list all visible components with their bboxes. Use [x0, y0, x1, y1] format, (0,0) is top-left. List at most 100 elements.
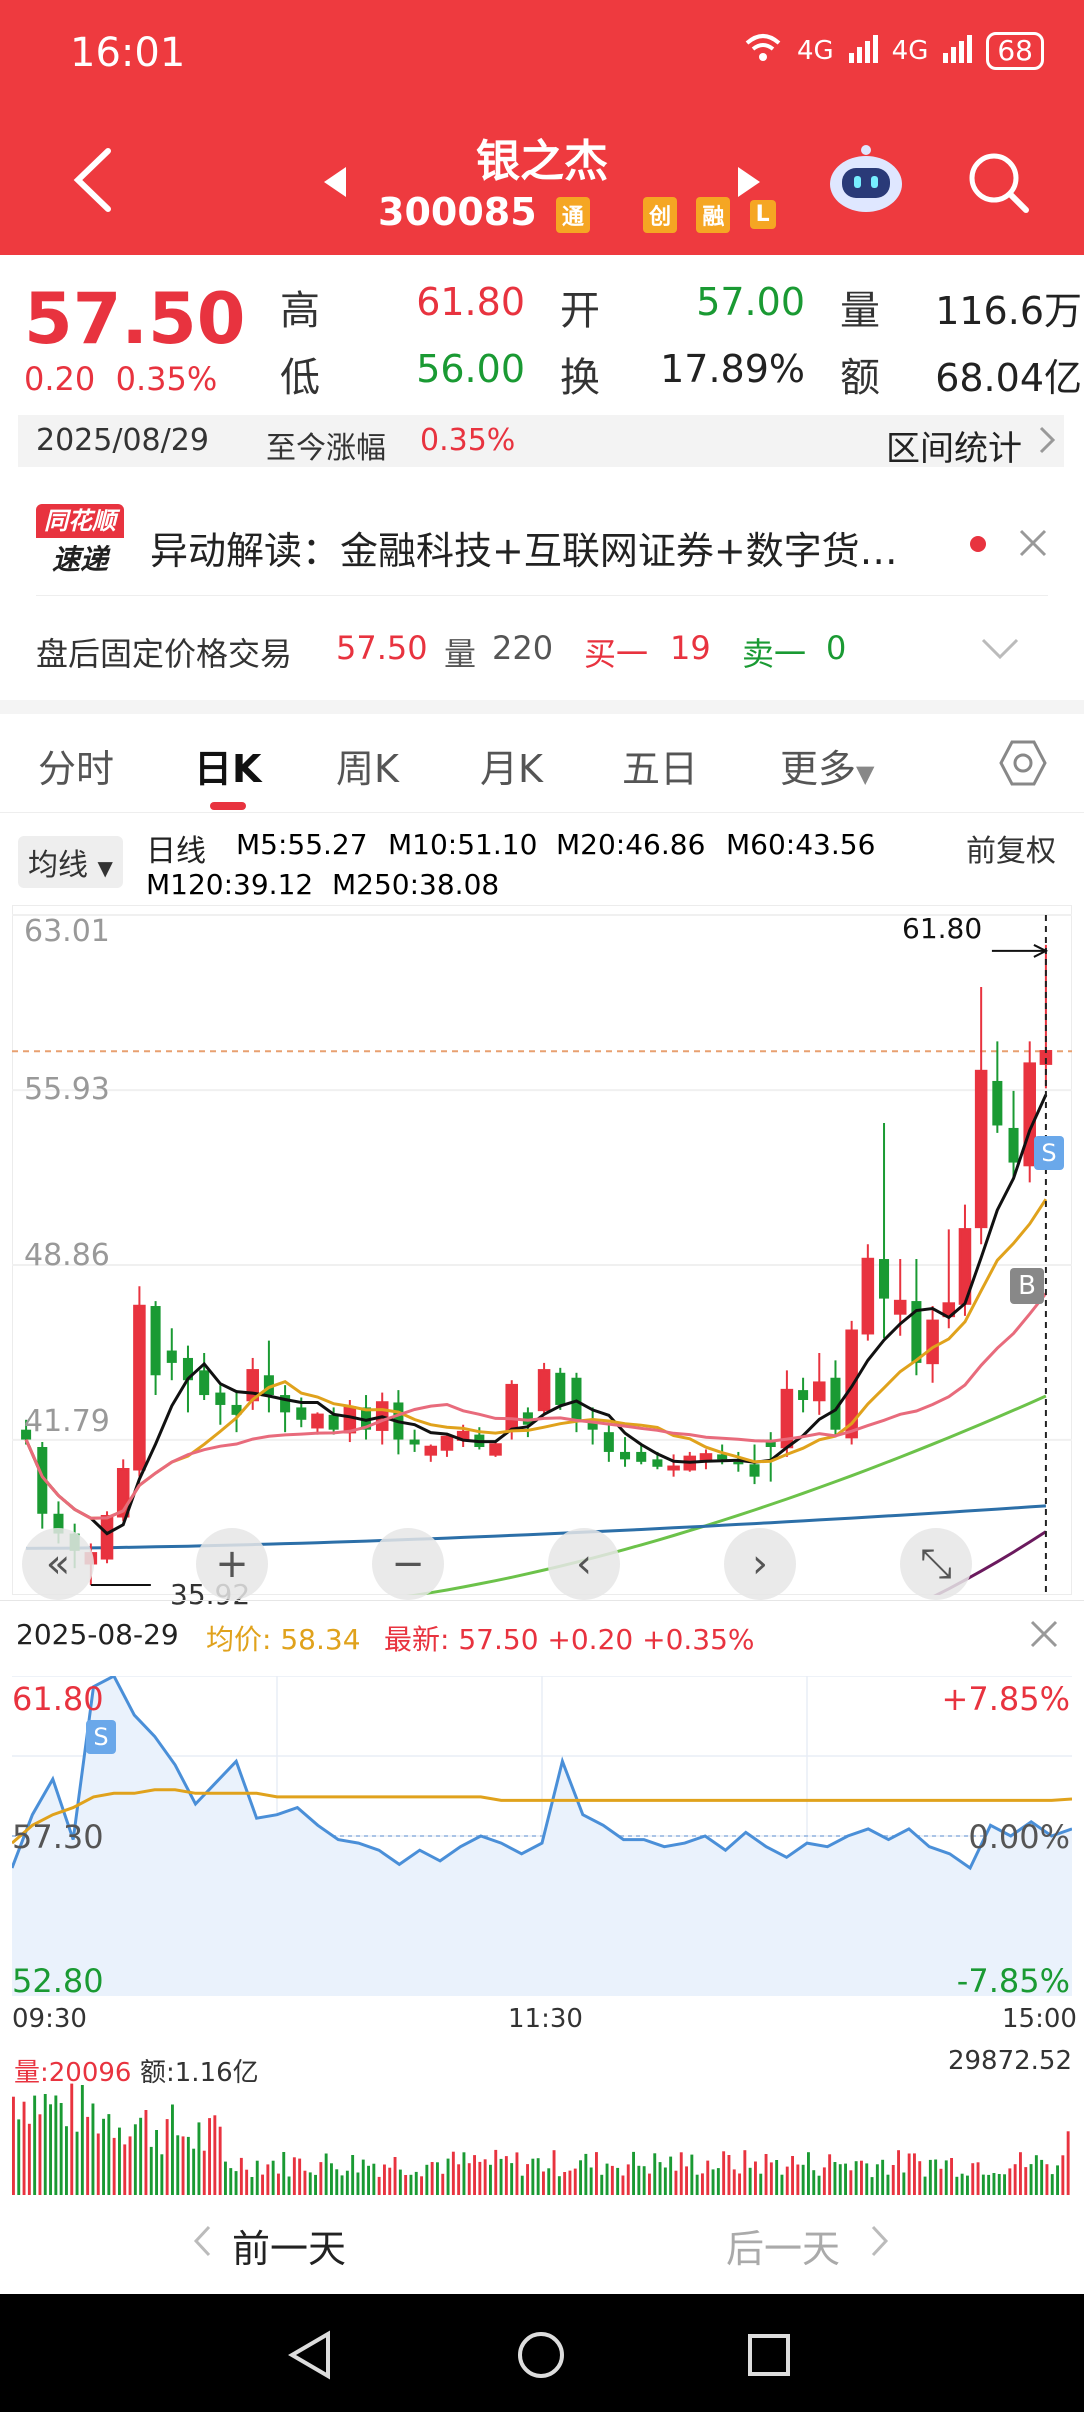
volume-bar [1019, 2152, 1022, 2195]
scroll-start-button[interactable]: « [22, 1528, 94, 1600]
zoom-in-button[interactable]: + [196, 1528, 268, 1600]
since-label: 至今涨幅 [266, 431, 386, 466]
volume-bar [383, 2164, 386, 2195]
volume-bar [324, 2153, 328, 2195]
volume-bar [690, 2154, 694, 2195]
back-icon[interactable] [70, 145, 114, 219]
ths-brand-logo: 同花顺 速递 [36, 504, 124, 580]
volume-bar [271, 2160, 275, 2195]
volume-bar [478, 2161, 482, 2195]
volume-bar [807, 2152, 810, 2195]
caret-down-icon: ▼ [856, 760, 875, 788]
candle-body [182, 1357, 193, 1381]
news-text[interactable]: 异动解读：金融科技+互联网证券+数字货… [150, 529, 898, 573]
volume-bar [144, 2110, 148, 2195]
volume-bar [992, 2173, 996, 2195]
volume-bar [27, 2123, 31, 2195]
candle-body [409, 1439, 420, 1445]
volume-bar [208, 2118, 211, 2195]
kline-chart[interactable] [12, 905, 1072, 1595]
volume-bar [510, 2163, 514, 2195]
sell-marker[interactable]: S [1034, 1136, 1064, 1170]
volume-bar [743, 2150, 747, 2195]
buy1-value: 19 [670, 629, 711, 667]
pan-left-button[interactable]: ‹ [548, 1528, 620, 1600]
buy1-label: 买一 [584, 635, 649, 673]
candle-body [749, 1464, 760, 1477]
next-day-button[interactable]: 后一天 [726, 2227, 841, 2271]
volume-bar [589, 2167, 593, 2195]
candle-body [879, 1259, 890, 1299]
search-icon[interactable] [966, 150, 1032, 220]
tab-five-day[interactable]: 五日 [622, 747, 699, 791]
volume-bar [579, 2160, 582, 2195]
date-range-bar[interactable]: 2025/08/29 至今涨幅 0.35% 区间统计 [18, 415, 1064, 469]
tab-daily-k[interactable]: 日K [194, 747, 262, 791]
adjust-mode-button[interactable]: 前复权 [966, 834, 1056, 869]
volume-bar [695, 2174, 699, 2195]
volume-bar [738, 2173, 741, 2195]
buy-marker[interactable]: B [1010, 1268, 1044, 1304]
tab-weekly-k[interactable]: 周K [336, 747, 399, 791]
pan-right-button[interactable]: › [724, 1528, 796, 1600]
volume-bar [552, 2150, 556, 2195]
volume-bar [430, 2162, 434, 2195]
zoom-out-button[interactable]: − [372, 1528, 444, 1600]
intraday-sell-marker[interactable]: S [86, 1720, 116, 1754]
volume-bar [404, 2175, 408, 2195]
robot-assistant-icon[interactable] [826, 144, 906, 220]
kline-chart-frame [12, 905, 1072, 1595]
vol-label: 量:20096 [14, 2058, 132, 2088]
volume-bar [674, 2170, 678, 2195]
nav-home-icon[interactable] [516, 2330, 566, 2384]
fullscreen-button[interactable]: ⤡ [900, 1528, 972, 1600]
prev-day-button[interactable]: 前一天 [232, 2227, 347, 2271]
volume-bar [1029, 2164, 1033, 2195]
high-value: 61.80 [416, 280, 525, 324]
chevron-down-icon[interactable] [980, 637, 1020, 665]
volume-bar [891, 2165, 895, 2195]
low-label: 低 [280, 355, 320, 401]
intraday-chart[interactable] [12, 1676, 1072, 1996]
close-news-icon[interactable] [1018, 528, 1048, 562]
low-value: 56.00 [416, 347, 525, 391]
header-bar: 16:01 4G 4G 68 银之杰 300085 通 创 融 [0, 0, 1084, 255]
volume-bar [870, 2177, 874, 2195]
volume-bar [277, 2173, 280, 2195]
candle-body [280, 1395, 291, 1413]
candle-body [311, 1413, 324, 1429]
candle-body [150, 1306, 161, 1376]
settings-hex-icon[interactable] [998, 738, 1048, 792]
volume-bar [759, 2173, 763, 2195]
candle-body [424, 1445, 438, 1456]
volume-bar [557, 2176, 561, 2195]
volume-bar [595, 2152, 598, 2195]
tab-more[interactable]: 更多▼ [780, 738, 874, 793]
candle-body [166, 1350, 177, 1363]
sell1-value: 0 [826, 629, 847, 667]
ma-selector[interactable]: 均线 ▼ [18, 836, 123, 888]
next-stock-icon[interactable] [736, 165, 762, 203]
turnover-value: 17.89% [660, 347, 805, 391]
volume-bar [923, 2176, 927, 2195]
tab-monthly-k[interactable]: 月K [480, 747, 543, 791]
volume-bar [372, 2163, 376, 2195]
volume-bar [897, 2150, 900, 2195]
news-banner[interactable]: 同花顺 速递 异动解读：金融科技+互联网证券+数字货… [0, 480, 1084, 596]
volume-bar [12, 2096, 15, 2195]
close-panel-icon[interactable] [1030, 1620, 1058, 1652]
nav-back-icon[interactable] [286, 2330, 336, 2384]
volume-bar [939, 2168, 943, 2195]
volume-bar [59, 2103, 63, 2195]
prev-stock-icon[interactable] [322, 165, 348, 203]
volume-bar [536, 2158, 540, 2195]
range-stats-button[interactable]: 区间统计 [886, 429, 1022, 469]
volume-bar [1034, 2155, 1038, 2195]
tab-intraday[interactable]: 分时 [38, 747, 115, 791]
after-hours-bar[interactable]: 盘后固定价格交易 57.50 量 220 买一 19 卖一 0 [0, 605, 1084, 695]
volume-bar [669, 2156, 673, 2195]
candle-body [974, 1069, 988, 1229]
candle-body [717, 1454, 728, 1460]
nav-recents-icon[interactable] [746, 2332, 792, 2382]
